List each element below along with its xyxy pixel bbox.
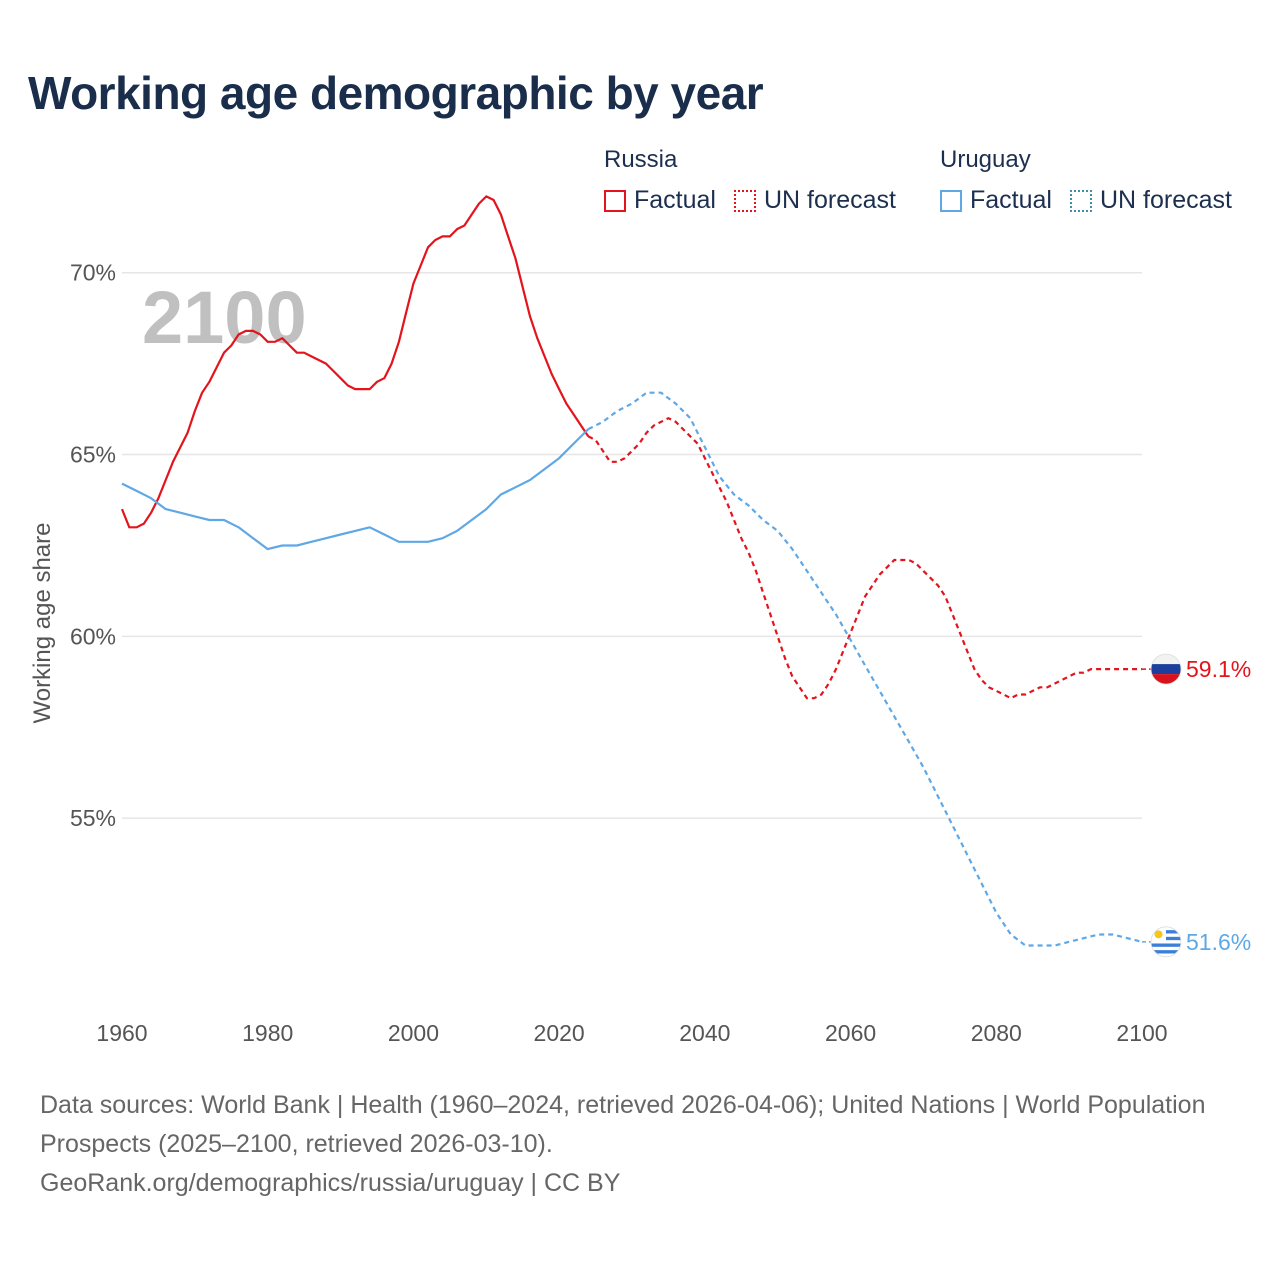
russia-flag-icon (1150, 653, 1182, 685)
legend-uruguay-factual[interactable]: Factual (940, 186, 1052, 215)
legend-russia-factual-swatch (604, 189, 626, 212)
legend-uruguay: Uruguay Factual UN forecast (940, 146, 1250, 215)
legend-uruguay-forecast-swatch (1069, 189, 1092, 212)
x-tick-label: 2020 (534, 1020, 585, 1046)
legend-uruguay-forecast[interactable]: UN forecast (1069, 186, 1232, 215)
y-axis-label: Working age share (29, 523, 56, 724)
x-tick-label: 1980 (242, 1020, 293, 1046)
uruguay-factual-line (121, 428, 590, 551)
x-tick-label: 2080 (971, 1020, 1022, 1046)
legend-russia-name: Russia (604, 146, 678, 173)
legend-russia-forecast-label: UN forecast (763, 186, 896, 214)
uruguay-flag-icon (1150, 926, 1182, 958)
x-tick-label: 2000 (388, 1020, 439, 1046)
x-axis-ticks: 1960 1980 2000 2020 2040 2060 2080 2100 (96, 1020, 1167, 1046)
legend-russia-factual-label: Factual (634, 186, 716, 214)
legend-uruguay-name: Uruguay (940, 146, 1031, 173)
legend-russia-forecast[interactable]: UN forecast (733, 186, 896, 215)
uruguay-forecast-line (587, 391, 1143, 947)
legend-uruguay-factual-swatch (940, 189, 962, 212)
y-tick-label: 70% (70, 260, 116, 286)
russia-forecast-line (587, 416, 1142, 700)
x-tick-label: 2060 (825, 1020, 876, 1046)
uruguay-end-value-label: 51.6% (1186, 929, 1251, 955)
y-tick-label: 65% (70, 442, 116, 468)
end-markers: 59.1% 51.6% (1142, 653, 1251, 958)
legend-russia-factual[interactable]: Factual (604, 186, 716, 215)
year-watermark: 2100 (142, 276, 307, 359)
legend-uruguay-factual-label: Factual (970, 186, 1052, 214)
grid (122, 271, 1142, 819)
russia-end-value-label: 59.1% (1186, 656, 1251, 682)
chart-title: Working age demographic by year (28, 67, 764, 119)
source-line-1: Data sources: World Bank | Health (1960–… (40, 1091, 1206, 1158)
russia-factual-line (120, 195, 590, 529)
series-lines (120, 195, 1143, 947)
source-line-2: GeoRank.org/demographics/russia/uruguay … (40, 1169, 621, 1197)
x-tick-label: 2040 (679, 1020, 730, 1046)
legend-russia-forecast-swatch (733, 189, 756, 212)
y-axis-ticks: 55% 60% 65% 70% (70, 260, 116, 831)
x-tick-label: 1960 (96, 1020, 147, 1046)
source-note: Data sources: World Bank | Health (1960–… (40, 1086, 1220, 1203)
y-tick-label: 55% (70, 805, 116, 831)
y-tick-label: 60% (70, 623, 116, 649)
legend-russia: Russia Factual UN forecast (604, 146, 914, 215)
x-tick-label: 2100 (1116, 1020, 1167, 1046)
legend-uruguay-forecast-label: UN forecast (1099, 186, 1232, 214)
